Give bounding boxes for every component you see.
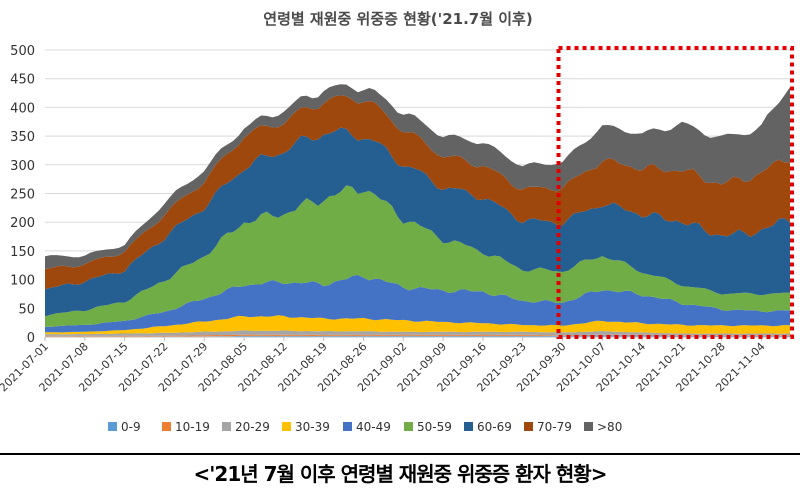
legend-swatch [222, 422, 231, 431]
legend-swatch [343, 422, 352, 431]
legend-swatch [108, 422, 117, 431]
y-tick-label: 350 [10, 130, 35, 145]
legend-swatch [524, 422, 533, 431]
y-tick-label: 500 [10, 44, 35, 59]
y-axis: 0 50 100 150 200 250 300 350 400 450 500 [10, 44, 35, 346]
legend-label: >80 [597, 420, 622, 434]
legend-label: 10-19 [175, 420, 210, 434]
legend-label: 50-59 [417, 420, 452, 434]
legend-label: 60-69 [477, 420, 512, 434]
y-tick-label: 200 [10, 216, 35, 231]
y-tick-label: 50 [18, 302, 35, 317]
figure-caption: <'21년 7월 이후 연령별 재원중 위중증 환자 현황> [193, 462, 608, 486]
y-tick-label: 450 [10, 73, 35, 88]
x-axis: 2021-07-012021-07-082021-07-152021-07-22… [0, 336, 790, 394]
area-series-4 [45, 315, 790, 335]
legend-label: 40-49 [356, 420, 391, 434]
legend-swatch [404, 422, 413, 431]
area-series-9 [45, 84, 790, 270]
chart-title: 연령별 재원중 위중증 현황('21.7월 이후) [263, 10, 532, 28]
y-tick-label: 100 [10, 274, 35, 289]
stacked-area-chart: 연령별 재원중 위중증 현황('21.7월 이후) 0 50 100 150 200 25… [0, 10, 795, 434]
legend-swatch [162, 422, 171, 431]
y-tick-label: 250 [10, 188, 35, 203]
area-series-3 [45, 330, 790, 336]
legend: 0-9 10-19 20-29 30-39 40-49 50-59 60-69 70-79 >8… [108, 420, 622, 434]
y-tick-label: 0 [27, 331, 35, 346]
legend-label: 20-29 [235, 420, 270, 434]
y-tick-label: 150 [10, 245, 35, 260]
area-series-8 [45, 95, 790, 290]
y-tick-label: 300 [10, 159, 35, 174]
legend-label: 0-9 [121, 420, 141, 434]
area-series-5 [45, 274, 790, 333]
area-series-6 [45, 185, 790, 327]
area-series-2 [45, 334, 790, 337]
legend-label: 70-79 [537, 420, 572, 434]
highlight-region-box [556, 46, 795, 339]
legend-swatch [584, 422, 593, 431]
area-series-7 [45, 127, 790, 317]
legend-swatch [464, 422, 473, 431]
caption-divider [0, 453, 800, 455]
legend-label: 30-39 [295, 420, 330, 434]
area-series-group [45, 84, 790, 337]
y-tick-label: 400 [10, 101, 35, 116]
legend-swatch [282, 422, 291, 431]
